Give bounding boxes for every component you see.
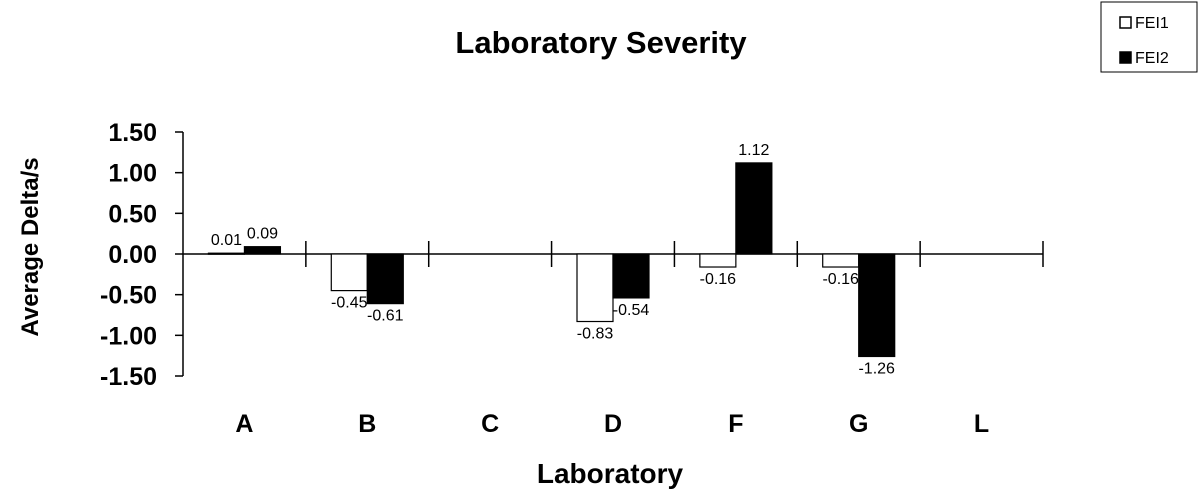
data-label: 0.01 [211, 232, 242, 249]
bar-fei2 [735, 162, 773, 255]
legend-label-fei2: FEI2 [1135, 50, 1169, 67]
data-label: -0.83 [577, 326, 614, 343]
plot-area: 1.50 1.00 0.50 0.00 -0.50 -1.00 -1.50 A B C D F G L 0.… [100, 119, 1044, 438]
legend-box [1100, 1, 1198, 73]
y-tick-label: 1.00 [108, 160, 157, 188]
x-tick-label: A [235, 410, 253, 438]
legend-swatch-fei2 [1119, 51, 1132, 64]
y-tick-label: -0.50 [100, 282, 157, 310]
x-axis-label: Laboratory [537, 458, 684, 489]
data-label: -0.45 [331, 295, 368, 312]
y-tick-label: 1.50 [108, 119, 157, 147]
bar-fei1 [822, 253, 860, 268]
bar-fei2 [243, 246, 282, 255]
y-axis-label: Average Delta/s [17, 157, 44, 336]
data-label: -0.54 [613, 302, 650, 319]
y-tick-label: -1.00 [100, 322, 157, 350]
y-tick-label: 0.00 [108, 241, 157, 269]
bar-fei1 [330, 253, 368, 292]
bar-fei1 [207, 252, 246, 255]
bar-fei1 [699, 253, 737, 268]
x-tick-label: F [728, 410, 743, 438]
bar-fei2 [858, 253, 896, 358]
chart-title: Laboratory Severity [455, 25, 747, 60]
data-label: -1.26 [858, 360, 895, 377]
y-tick-label: 0.50 [108, 200, 157, 228]
legend: FEI1 FEI2 [1100, 1, 1198, 73]
bar-fei2 [366, 253, 404, 305]
x-tick-label: B [358, 410, 376, 438]
x-tick-label: D [604, 410, 622, 438]
x-tick-label: C [481, 410, 499, 438]
data-label: 1.12 [738, 142, 769, 159]
bar-fei1 [576, 253, 614, 323]
x-tick-label: L [974, 410, 989, 438]
data-label: 0.09 [247, 226, 278, 243]
data-label: -0.16 [822, 271, 859, 288]
legend-swatch-fei1 [1119, 16, 1132, 29]
legend-label-fei1: FEI1 [1135, 15, 1169, 32]
bar-fei2 [612, 253, 650, 299]
data-label: -0.61 [367, 308, 404, 325]
data-label: -0.16 [700, 271, 737, 288]
x-tick-label: G [849, 410, 868, 438]
y-tick-label: -1.50 [100, 363, 157, 391]
